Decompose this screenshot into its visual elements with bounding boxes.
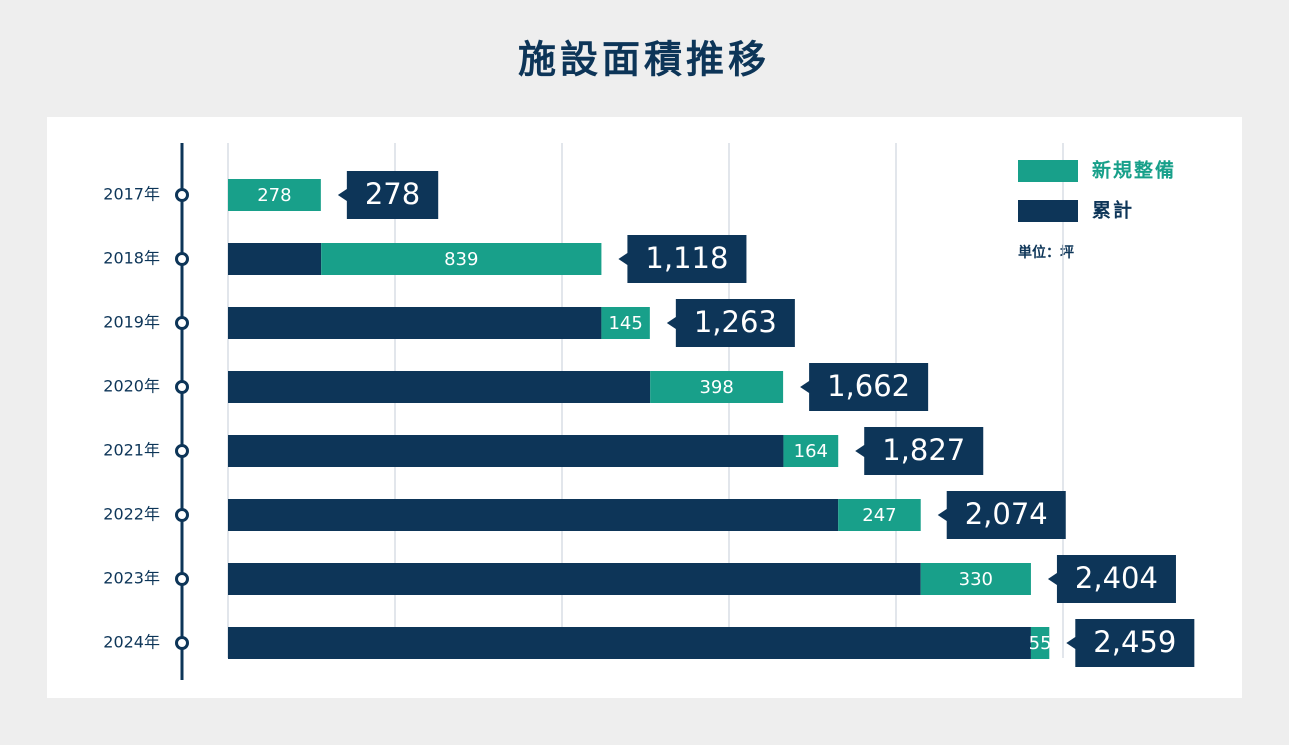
callout-box <box>1047 555 1176 603</box>
y-tick-label: 2020年 <box>103 377 160 396</box>
unit-label: 単位：坪 <box>1018 244 1074 261</box>
bar <box>228 499 839 531</box>
bar <box>228 243 322 275</box>
y-tick-label: 2022年 <box>103 505 160 524</box>
total-callout: 1,263 <box>666 299 795 347</box>
total-label: 2,459 <box>1093 625 1176 659</box>
total-callout: 1,662 <box>800 363 929 411</box>
callout-box <box>800 363 929 411</box>
timeline-dot <box>175 444 189 458</box>
timeline-dot <box>175 188 189 202</box>
total-callout: 278 <box>337 171 439 219</box>
bar-value-label: 398 <box>699 377 733 398</box>
timeline-dot <box>175 508 189 522</box>
legend-swatch <box>1018 160 1078 182</box>
total-label: 1,118 <box>645 241 728 275</box>
total-label: 1,827 <box>882 433 965 467</box>
timeline-dot <box>175 380 189 394</box>
y-tick-label: 2019年 <box>103 313 160 332</box>
y-tick-label: 2023年 <box>103 569 160 588</box>
bar <box>321 243 602 275</box>
y-tick-label: 2024年 <box>103 633 160 652</box>
bar <box>1030 627 1050 659</box>
timeline-dot <box>175 636 189 650</box>
callout-box <box>618 235 747 283</box>
bar-value-label: 145 <box>608 313 642 334</box>
callout-box <box>337 171 439 219</box>
bar <box>920 563 1031 595</box>
total-callout: 2,459 <box>1066 619 1195 667</box>
callout-box <box>855 427 984 475</box>
legend-swatch <box>1018 200 1078 222</box>
chart-title: 施設面積推移 <box>518 38 770 82</box>
bar-value-label: 247 <box>862 505 896 526</box>
legend-label: 累計 <box>1092 199 1134 222</box>
bar-value-label: 55 <box>1029 633 1052 654</box>
total-callout: 2,404 <box>1047 555 1176 603</box>
callout-box <box>1066 619 1195 667</box>
bar-value-label: 330 <box>959 569 993 590</box>
timeline-dot <box>175 316 189 330</box>
y-tick-label: 2021年 <box>103 441 160 460</box>
total-callout: 2,074 <box>937 491 1066 539</box>
bar <box>228 371 651 403</box>
bar <box>228 435 784 467</box>
total-label: 1,263 <box>694 305 777 339</box>
total-label: 1,662 <box>827 369 910 403</box>
bar-value-label: 839 <box>444 249 478 270</box>
total-callout: 1,118 <box>618 235 747 283</box>
bar-value-label: 278 <box>257 185 291 206</box>
bar <box>838 499 921 531</box>
bar <box>228 563 921 595</box>
bar <box>783 435 839 467</box>
timeline-dot <box>175 252 189 266</box>
bar <box>650 371 784 403</box>
bar <box>228 179 321 211</box>
y-tick-label: 2017年 <box>103 185 160 204</box>
bar <box>228 307 602 339</box>
total-label: 278 <box>365 177 420 211</box>
callout-box <box>937 491 1066 539</box>
bar <box>228 627 1031 659</box>
bar-value-label: 164 <box>794 441 828 462</box>
timeline-dot <box>175 572 189 586</box>
bar <box>601 307 650 339</box>
total-callout: 1,827 <box>855 427 984 475</box>
legend-label: 新規整備 <box>1092 159 1176 182</box>
total-label: 2,404 <box>1075 561 1158 595</box>
y-tick-label: 2018年 <box>103 249 160 268</box>
total-label: 2,074 <box>965 497 1048 531</box>
callout-box <box>666 299 795 347</box>
